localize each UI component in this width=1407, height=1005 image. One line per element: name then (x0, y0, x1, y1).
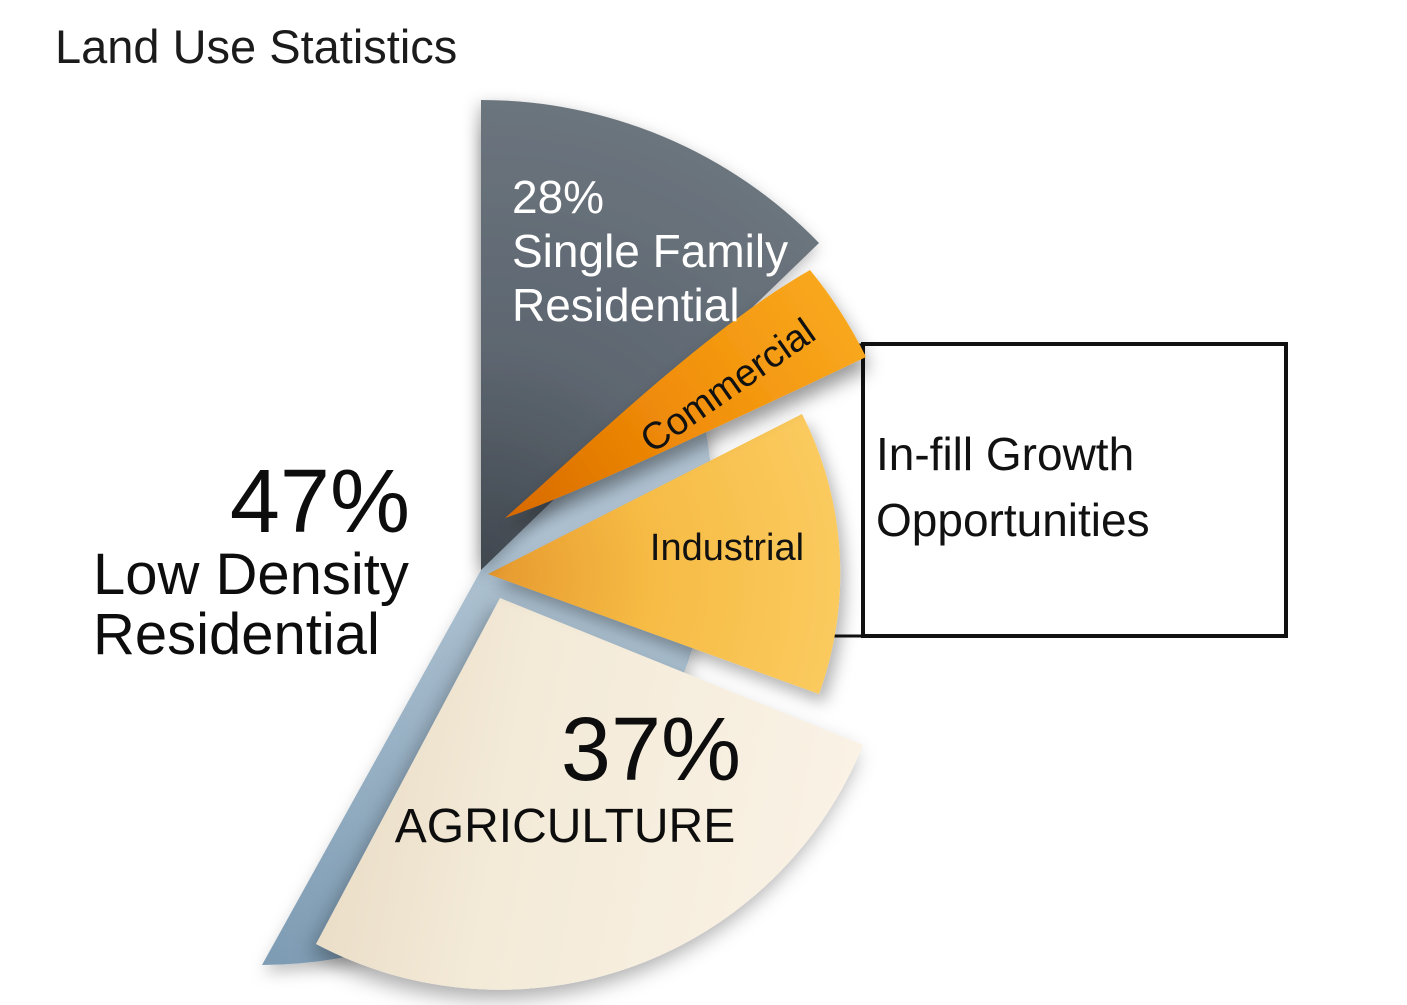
slice-single-family-residential (481, 99, 819, 571)
single-family-label-group: 28% Single Family Residential (512, 171, 788, 331)
slice-commercial (505, 270, 866, 518)
slice-industrial (488, 414, 841, 694)
industrial-label: Industrial (650, 527, 804, 569)
low-density-label-group: 47% Low Density Residential (93, 452, 410, 667)
low-density-pct-label: 47% (230, 452, 410, 552)
agriculture-name-label: AGRICULTURE (395, 800, 735, 853)
single-family-name-line2: Residential (512, 279, 740, 331)
page-title: Land Use Statistics (55, 20, 457, 73)
single-family-pct-label: 28% (512, 171, 604, 223)
infill-label-line2: Opportunities (876, 494, 1150, 546)
infill-label-line1: In-fill Growth (876, 428, 1134, 480)
infill-annotation-box (861, 342, 1288, 638)
single-family-name-line1: Single Family (512, 225, 788, 277)
agriculture-pct-label: 37% (561, 700, 741, 800)
slice-agriculture (316, 598, 863, 990)
agriculture-label-group: 37% AGRICULTURE (395, 700, 741, 853)
low-density-name-line2: Residential (93, 602, 380, 667)
infill-annotation-group: In-fill Growth Opportunities (828, 342, 1288, 638)
low-density-name-line1: Low Density (93, 542, 409, 607)
